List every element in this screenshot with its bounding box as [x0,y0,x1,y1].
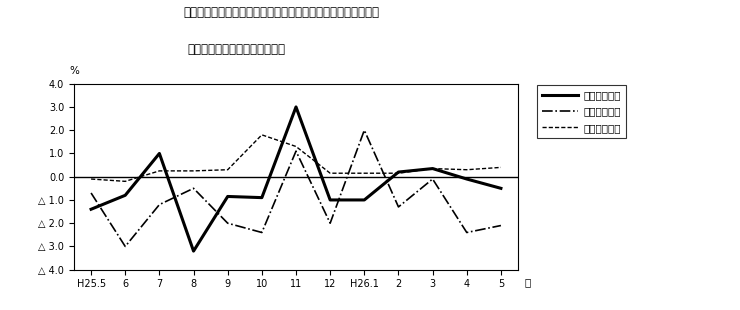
Text: %: % [69,65,79,76]
Text: 月: 月 [525,277,531,287]
Text: 第４図　賃金、労働時間、常用雇用指数　対前年同月比の推移: 第４図 賃金、労働時間、常用雇用指数 対前年同月比の推移 [184,6,379,19]
Legend: 現金給与総額, 総実労働時間, 常用雇用指数: 現金給与総額, 総実労働時間, 常用雇用指数 [536,85,626,138]
Text: （規横５人以上　調査産業計）: （規横５人以上 調査産業計） [188,43,286,56]
